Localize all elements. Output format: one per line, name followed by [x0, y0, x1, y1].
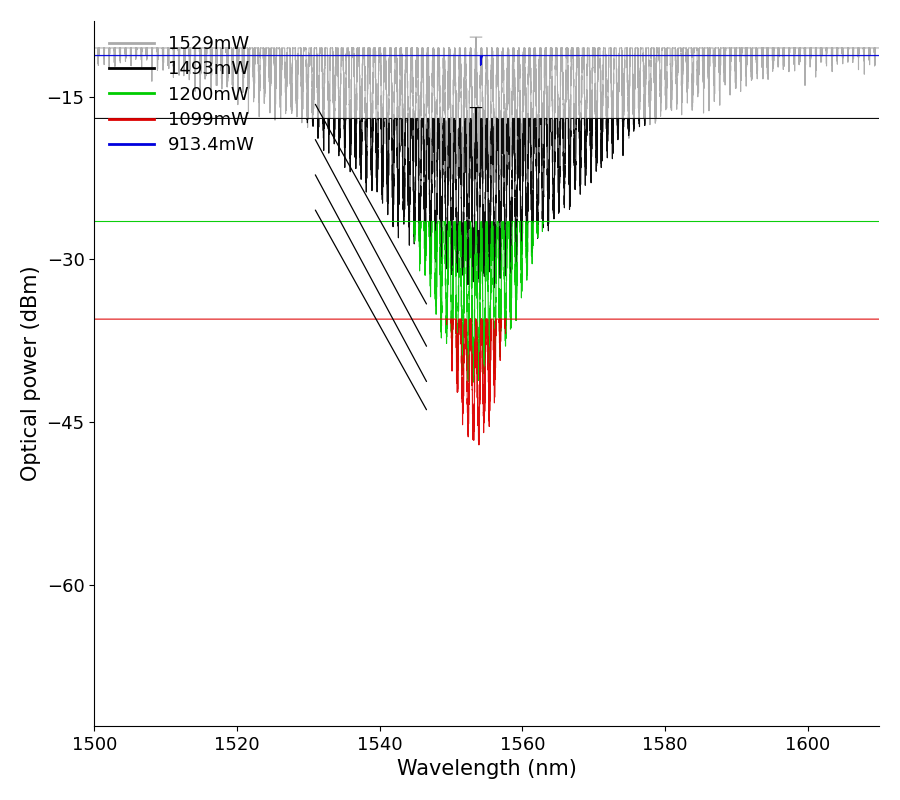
Legend: 1529mW, 1493mW, 1200mW, 1099mW, 913.4mW: 1529mW, 1493mW, 1200mW, 1099mW, 913.4mW	[104, 30, 261, 159]
Y-axis label: Optical power (dBm): Optical power (dBm)	[21, 266, 40, 481]
X-axis label: Wavelength (nm): Wavelength (nm)	[397, 759, 577, 779]
